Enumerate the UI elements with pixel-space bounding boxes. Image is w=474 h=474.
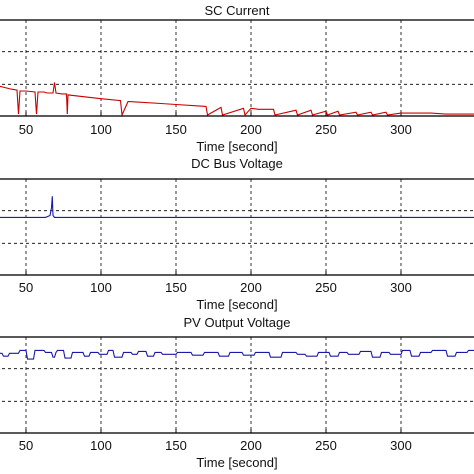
x-tick-label: 150 — [165, 122, 187, 137]
x-axis-label: Time [second] — [196, 297, 277, 312]
x-tick-label: 150 — [165, 280, 187, 295]
series-line-1 — [0, 349, 474, 360]
x-tick-label: 100 — [90, 122, 112, 137]
x-tick-label: 100 — [90, 438, 112, 453]
subplot-title: SC Current — [204, 3, 269, 18]
subplot-3: PV Output Voltage 50 100 150 200 250 300 Time [… — [0, 315, 474, 470]
x-tick-label: 250 — [315, 122, 337, 137]
x-tick-label: 50 — [19, 122, 33, 137]
x-tick-label: 200 — [240, 438, 262, 453]
x-tick-label: 100 — [90, 280, 112, 295]
x-tick-label: 150 — [165, 438, 187, 453]
subplot-2: DC Bus Voltage 50 100 150 200 250 300 Time [sec… — [0, 156, 474, 312]
subplot-1: SC Current 50 100 150 200 250 300 Time [second] — [0, 3, 474, 154]
x-tick-label: 250 — [315, 438, 337, 453]
x-tick-label: 300 — [390, 122, 412, 137]
x-tick-label: 300 — [390, 280, 412, 295]
plot-frame — [0, 178, 474, 276]
x-axis-label: Time [second] — [196, 455, 277, 470]
subplot-title: DC Bus Voltage — [191, 156, 283, 171]
plot-frame — [0, 19, 474, 117]
x-tick-label: 250 — [315, 280, 337, 295]
series-line-1 — [0, 196, 474, 218]
x-tick-label: 50 — [19, 438, 33, 453]
plot-frame — [0, 336, 474, 434]
x-tick-label: 200 — [240, 122, 262, 137]
x-tick-label: 50 — [19, 280, 33, 295]
subplot-title: PV Output Voltage — [184, 315, 291, 330]
x-tick-label: 300 — [390, 438, 412, 453]
x-axis-label: Time [second] — [196, 139, 277, 154]
series-line-1 — [0, 82, 474, 118]
x-tick-label: 200 — [240, 280, 262, 295]
